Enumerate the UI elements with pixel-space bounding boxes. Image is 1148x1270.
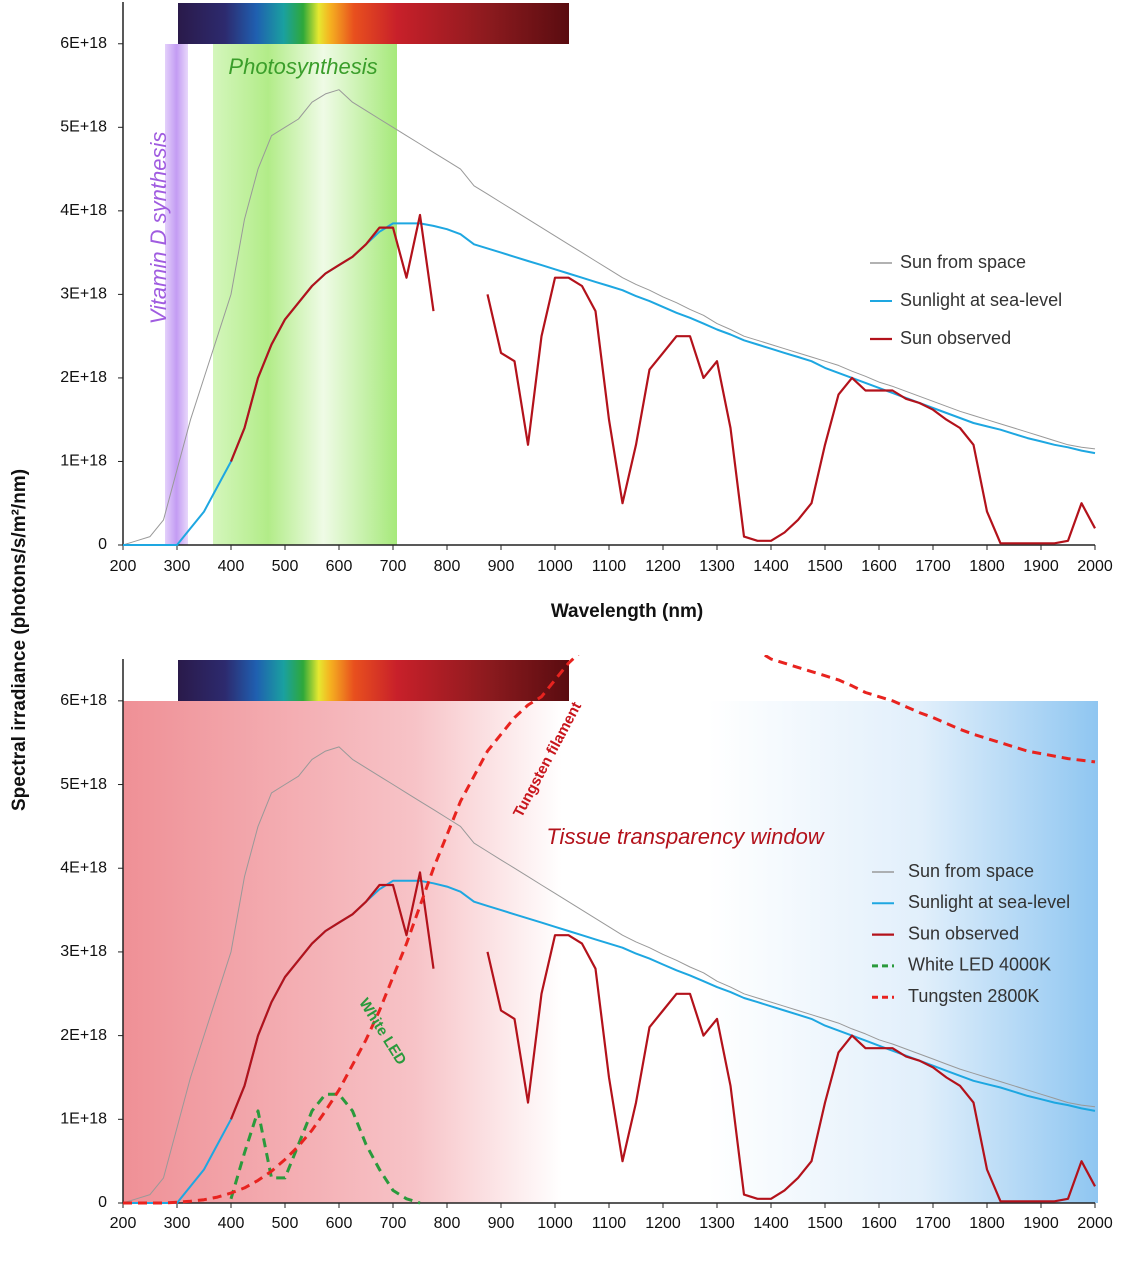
x-tick-label: 1400: [753, 1215, 789, 1232]
annotation: Tissue transparency window: [546, 824, 825, 849]
series-line: [122, 89, 1096, 546]
y-tick-label: 0: [98, 1194, 107, 1211]
y-tick-label: 1E+18: [60, 1111, 107, 1128]
x-tick-label: 500: [272, 558, 299, 575]
legend-label: Sunlight at sea-level: [908, 892, 1070, 912]
y-tick-label: 1E+18: [60, 453, 107, 470]
x-tick-label: 1900: [1023, 1215, 1059, 1232]
panel: 0 1E+18 2E+18 3E+18 4E+18 5E+18 6E+18 200 300 400…: [60, 2, 1113, 575]
y-tick-label: 2E+18: [60, 369, 107, 386]
series-line: [122, 746, 1096, 1204]
x-tick-label: 1700: [915, 1215, 951, 1232]
x-tick-label: 200: [110, 1215, 137, 1232]
vitamin-d-band: [165, 44, 188, 545]
x-tick-label: 1200: [645, 1215, 681, 1232]
annotation: Vitamin D synthesis: [146, 132, 171, 325]
series-line: [123, 655, 1096, 1205]
x-tick-label: 1800: [969, 558, 1005, 575]
spectrum-bar: [178, 3, 569, 44]
y-axis-label: Spectral irradiance (photons/s/m²/nm): [9, 469, 30, 811]
x-tick-label: 1000: [537, 1215, 573, 1232]
x-tick-label: 800: [434, 1215, 461, 1232]
x-tick-label: 400: [218, 1215, 245, 1232]
series-line: [229, 213, 1096, 545]
legend-label: White LED 4000K: [908, 955, 1051, 975]
x-tick-label: 2000: [1077, 558, 1113, 575]
tissue-window-band: [123, 701, 1098, 1203]
x-tick-label: 1500: [807, 1215, 843, 1232]
x-tick-label: 1900: [1023, 558, 1059, 575]
x-tick-label: 800: [434, 558, 461, 575]
legend-label: Tungsten 2800K: [908, 986, 1039, 1006]
x-tick-label: 300: [164, 1215, 191, 1232]
legend-label: Sunlight at sea-level: [900, 290, 1062, 310]
series-line: [229, 871, 1096, 1203]
legend-label: Sun from space: [908, 861, 1034, 881]
x-tick-label: 1700: [915, 558, 951, 575]
x-axis-label: Wavelength (nm): [551, 601, 703, 622]
annotation: Photosynthesis: [228, 54, 377, 79]
x-tick-label: 1400: [753, 558, 789, 575]
legend-label: Sun from space: [900, 252, 1026, 272]
x-tick-label: 900: [488, 558, 515, 575]
y-tick-label: 4E+18: [60, 202, 107, 219]
x-tick-label: 1600: [861, 558, 897, 575]
x-tick-label: 1800: [969, 1215, 1005, 1232]
y-tick-label: 6E+18: [60, 35, 107, 52]
x-tick-label: 900: [488, 1215, 515, 1232]
decor: [123, 3, 1098, 1203]
spectrum-bar: [178, 660, 569, 701]
x-tick-label: 1300: [699, 1215, 735, 1232]
y-tick-label: 5E+18: [60, 119, 107, 136]
x-tick-label: 2000: [1077, 1215, 1113, 1232]
x-tick-label: 1100: [592, 558, 627, 575]
x-tick-label: 300: [164, 558, 191, 575]
x-tick-label: 500: [272, 1215, 299, 1232]
legend-label: Sun observed: [908, 923, 1019, 943]
y-tick-label: 2E+18: [60, 1027, 107, 1044]
x-tick-label: 1300: [699, 558, 735, 575]
x-tick-label: 600: [326, 558, 353, 575]
x-tick-label: 200: [110, 558, 137, 575]
y-tick-label: 3E+18: [60, 286, 107, 303]
series-line: [229, 1092, 421, 1205]
y-tick-label: 3E+18: [60, 943, 107, 960]
y-tick-label: 0: [98, 536, 107, 553]
x-tick-label: 1600: [861, 1215, 897, 1232]
y-tick-label: 6E+18: [60, 692, 107, 709]
x-tick-label: 700: [380, 558, 407, 575]
x-tick-label: 1500: [807, 558, 843, 575]
x-tick-label: 1200: [645, 558, 681, 575]
x-tick-label: 600: [326, 1215, 353, 1232]
x-tick-label: 1100: [592, 1215, 627, 1232]
x-tick-label: 400: [218, 558, 245, 575]
legend-label: Sun observed: [900, 328, 1011, 348]
y-tick-label: 5E+18: [60, 776, 107, 793]
y-tick-label: 4E+18: [60, 859, 107, 876]
x-tick-label: 1000: [537, 558, 573, 575]
x-tick-label: 700: [380, 1215, 407, 1232]
